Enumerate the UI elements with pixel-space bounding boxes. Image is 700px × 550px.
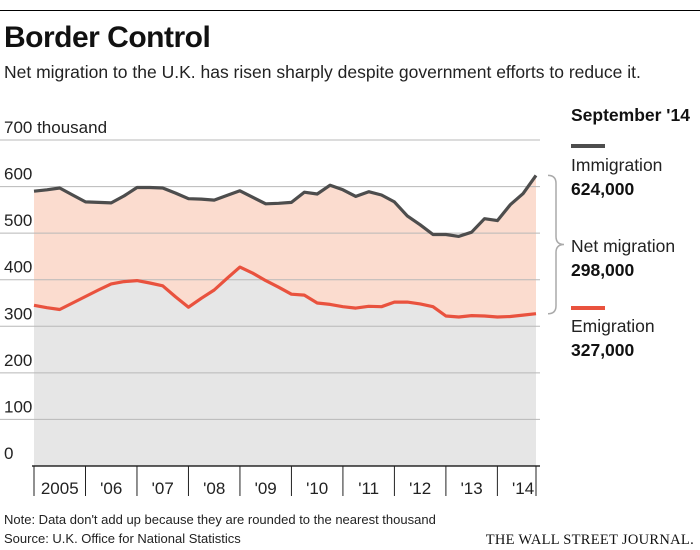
publisher-logo: THE WALL STREET JOURNAL. <box>485 532 694 548</box>
net-migration-legend-value: 298,000 <box>571 260 635 280</box>
emigration-area <box>34 267 536 466</box>
emigration-legend-swatch <box>571 306 605 310</box>
chart-title: Border Control <box>4 21 211 54</box>
x-tick-label: '12 <box>409 479 431 498</box>
net-migration-legend-label: Net migration <box>571 236 676 256</box>
source-line: Source: U.K. Office for National Statist… <box>4 531 241 546</box>
immigration-legend-value: 624,000 <box>571 179 635 199</box>
x-tick-label: '09 <box>255 479 277 498</box>
footnote: Note: Data don't add up because they are… <box>4 512 436 527</box>
y-tick-label: 100 <box>4 397 32 416</box>
y-tick-label: 300 <box>4 304 32 323</box>
emigration-legend-label: Emigration <box>571 316 655 336</box>
immigration-line <box>33 174 538 238</box>
immigration-legend-swatch <box>571 144 605 148</box>
y-tick-label: 600 <box>4 165 32 184</box>
y-tick-label: 400 <box>4 258 32 277</box>
x-tick-label: '10 <box>306 479 328 498</box>
x-tick-label: 2005 <box>41 479 79 498</box>
x-tick-label: '14 <box>512 479 534 498</box>
x-tick-label: '07 <box>152 479 174 498</box>
y-axis-label: 700 thousand <box>4 118 107 137</box>
emigration-line <box>33 265 537 319</box>
x-tick-label: '11 <box>358 479 379 498</box>
legend-period: September '14 <box>571 105 690 125</box>
chart-subtitle: Net migration to the U.K. has risen shar… <box>4 62 641 82</box>
y-tick-label: 0 <box>4 444 13 463</box>
top-rule <box>0 10 700 11</box>
net-migration-area <box>34 175 536 317</box>
x-tick-label: '06 <box>100 479 122 498</box>
x-tick-label: '13 <box>461 479 483 498</box>
x-tick-label: '08 <box>203 479 225 498</box>
emigration-legend-value: 327,000 <box>571 340 635 360</box>
y-tick-label: 200 <box>4 351 32 370</box>
y-tick-label: 500 <box>4 211 32 230</box>
net-migration-brace <box>547 174 565 315</box>
immigration-legend-label: Immigration <box>571 155 663 175</box>
